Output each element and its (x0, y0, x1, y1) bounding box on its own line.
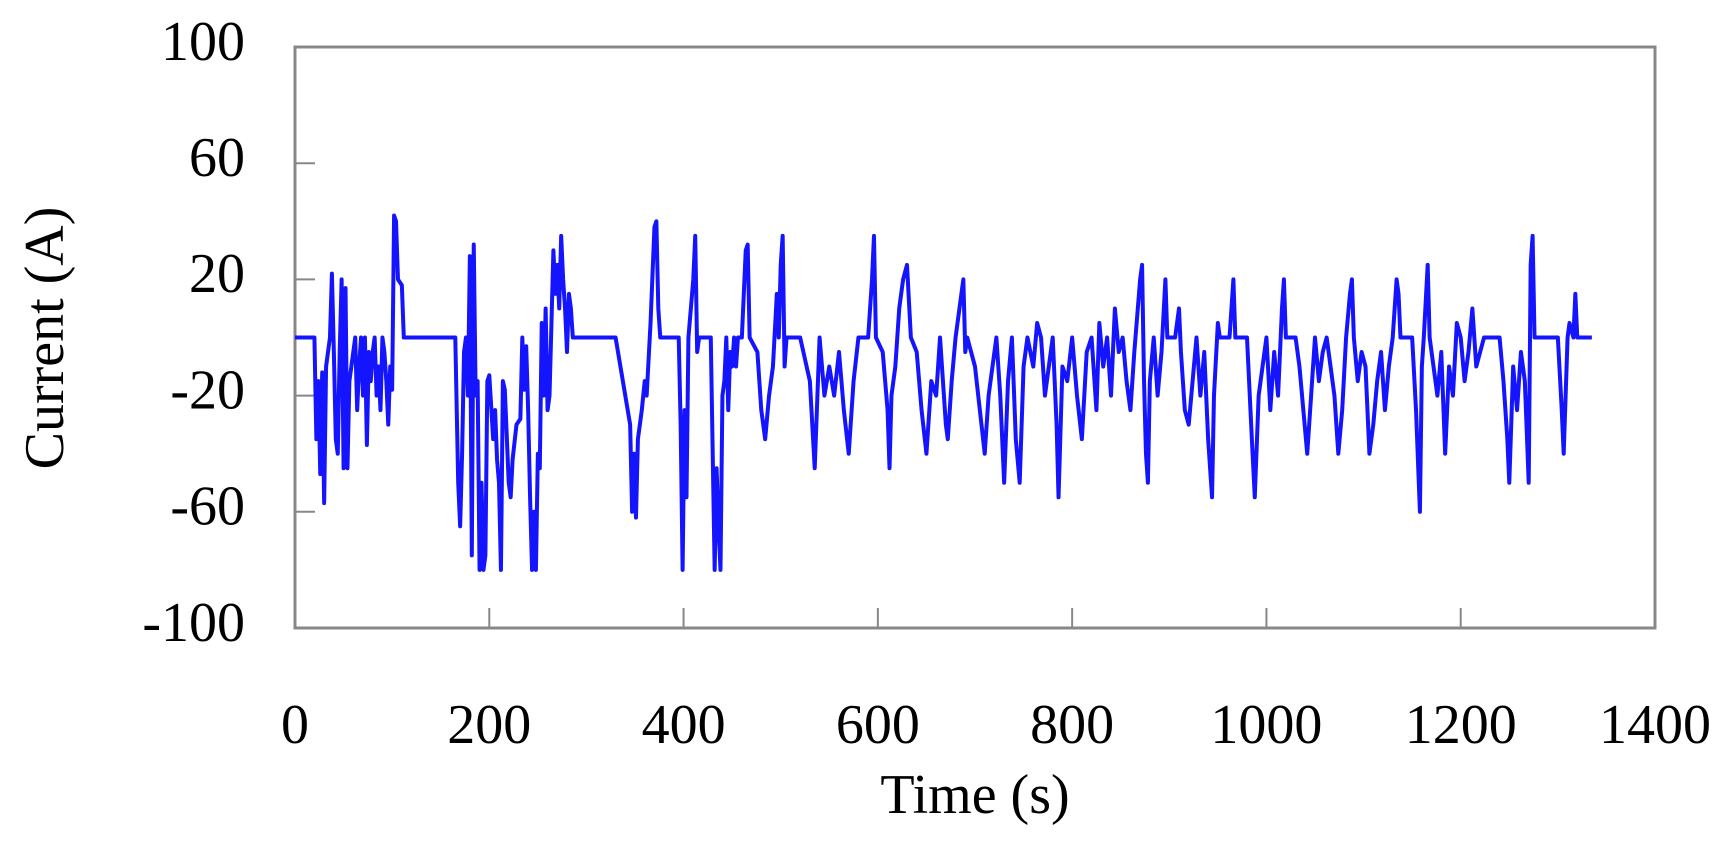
y-tick-label: -20 (170, 359, 245, 421)
current-line (295, 213, 1592, 572)
x-tick-label: 200 (447, 694, 531, 756)
x-tick-label: 600 (836, 694, 920, 756)
y-tick-label: 20 (189, 243, 245, 305)
y-tick-label: -100 (142, 592, 245, 654)
y-tick-label: 60 (189, 127, 245, 189)
y-axis-label: Current (A) (14, 207, 76, 470)
x-tick-label: 0 (281, 694, 309, 756)
x-axis-label: Time (s) (880, 764, 1069, 826)
y-tick-label: -60 (170, 476, 245, 538)
x-tick-label: 1200 (1405, 694, 1517, 756)
y-tick-label: 100 (161, 11, 245, 73)
x-tick-label: 1000 (1210, 694, 1322, 756)
x-tick-label: 400 (642, 694, 726, 756)
x-tick-label: 1400 (1599, 694, 1711, 756)
x-tick-label: 800 (1030, 694, 1114, 756)
